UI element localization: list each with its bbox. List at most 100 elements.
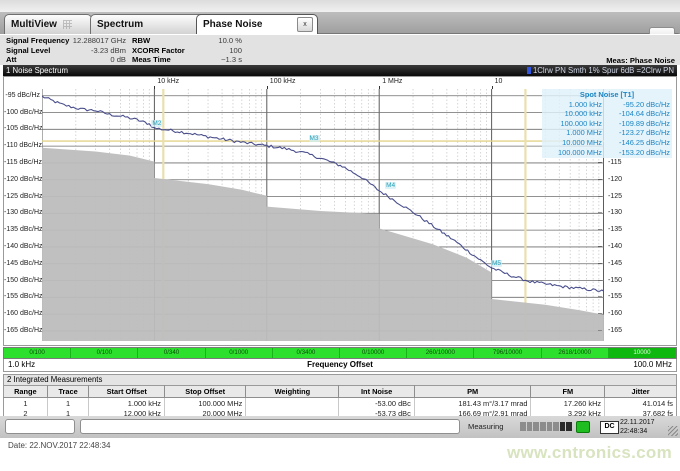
trace-info: 1Clrw PN Smth 1% Spur 6dB =2Clrw PN [526,65,674,76]
measurement-mode-label: Meas: Phase Noise [606,56,675,65]
parameter-header: Signal Frequency 12.288017 GHz Signal Le… [0,34,680,65]
table-cell-trace: 1 [47,397,90,408]
spot-noise-title: Spot Noise [T1] [579,90,635,99]
sweep-segment[interactable]: 10000 [608,348,677,358]
spot-noise-offset: 100.000 kHz [560,118,603,128]
sweep-segment[interactable]: 260/10000 [407,348,475,358]
y-axis-tick-label-right: -160 [608,310,623,318]
y-axis-tick-mark: – [598,242,602,250]
x-axis-stop-label: 100.0 MHz [633,360,672,369]
param-att[interactable]: Att 0 dB [6,55,126,65]
datetime-stamp: 22.11.2017 22:48:34 [620,419,655,436]
sweep-segment[interactable]: 0/100 [4,348,72,358]
table-row[interactable]: 2 1 12.000 kHz 20.000 MHz -53.73 dBc 166.69 m… [3,408,677,419]
tab-phase-noise-label: Phase Noise [203,19,263,30]
trace-marker[interactable]: M5 [490,259,502,267]
progress-bar [520,422,572,431]
spot-noise-value: -109.89 dBc/Hz [619,118,670,128]
status-field-left[interactable] [5,419,75,434]
tab-spectrum-label: Spectrum [97,19,144,30]
window-top-strip [0,0,680,14]
table-column-header: Weighting [245,385,340,398]
y-axis-tick-label: -125 dBc/Hz [4,192,43,200]
status-led-icon [576,421,590,433]
y-axis-tick-label-right: -150 [608,276,623,284]
table-column-header: Trace [47,385,90,398]
tab-phase-noise[interactable]: Phase Noise x [196,14,318,34]
y-axis-tick-label: -140 dBc/Hz [4,242,43,250]
param-xcorr-factor[interactable]: XCORR Factor 100 [132,46,242,56]
spot-noise-offset: 1.000 kHz [568,99,602,109]
param-value: 100 [229,45,242,55]
status-bar: Measuring DC 22.11.2017 22:48:34 [0,416,680,438]
y-axis-tick-label-right: -120 [608,175,623,183]
x-axis-decade-label: 10 kHz [157,78,180,85]
y-axis-tick-label: -110 dBc/Hz [4,142,42,150]
table-cell-range: 1 [3,397,48,408]
resize-grip-icon[interactable] [668,426,678,436]
y-axis-tick-mark: – [598,158,602,166]
y-axis-tick-label: -160 dBc/Hz [4,310,43,318]
status-date: 22.11.2017 [620,419,655,426]
param-signal-frequency[interactable]: Signal Frequency 12.288017 GHz [6,36,126,46]
param-rbw[interactable]: RBW 10.0 % [132,36,242,46]
table-cell-pm: 166.69 m°/2.91 mrad [414,408,532,419]
table-cell-fm: 17.260 kHz [530,397,606,408]
grid-icon [62,20,72,29]
status-time: 22:48:34 [620,427,648,435]
param-meas-time[interactable]: Meas Time ~1.3 s [132,55,242,65]
spot-noise-row: 10.000 MHz -146.25 dBc/Hz [544,138,670,148]
param-value: -3.23 dBm [90,45,126,55]
y-axis-tick-mark: – [598,276,602,284]
watermark: www.cntronics.com [506,443,672,462]
param-value: 0 dB [110,55,126,65]
x-axis-start-label: 1.0 kHz [8,360,36,369]
y-axis-tick-label: -95 dBc/Hz [5,91,40,99]
noise-spectrum-diagram[interactable]: -95 dBc/Hz -100 dBc/Hz -105 dBc/Hz -110 dBc… [3,76,677,346]
sweep-segment[interactable]: 2618/10000 [542,348,609,358]
table-cell-pm: 181.43 m°/3.17 mrad [414,397,532,408]
spot-noise-offset: 100.000 MHz [558,147,602,157]
y-axis-tick-label-right: -145 [608,259,623,267]
x-axis-decade-label: 100 kHz [269,78,296,85]
plot-area[interactable] [42,89,604,341]
tab-multiview[interactable]: MultiView [4,14,92,34]
status-message-field[interactable] [80,419,460,434]
sweep-segment[interactable]: 0/3400 [273,348,341,358]
spot-noise-row: 100.000 kHz -109.89 dBc/Hz [544,118,671,129]
table-row[interactable]: 1 1 1.000 kHz 100.000 MHz -53.00 dBc 181.43 m… [3,397,677,408]
spot-noise-row: 100.000 MHz -153.20 dBc/Hz [544,148,670,158]
sweep-segment-bar[interactable]: 0/100 0/100 0/340 0/1000 0/3400 0/10000 260/10… [3,347,677,359]
tab-phase-noise-close-icon[interactable]: x [297,17,313,32]
y-axis-tick-mark: – [598,192,602,200]
tab-multiview-label: MultiView [11,19,57,30]
y-axis-tick-label: -100 dBc/Hz [4,108,43,116]
param-value: 10.0 % [218,36,242,45]
trace-marker[interactable]: M3 [308,135,320,143]
x-axis-decade-label: 10 [494,78,503,85]
integrated-measurements-title: 2 Integrated Measurements [3,374,677,385]
table-cell-stop-offset: 20.000 MHz [164,408,247,419]
param-key: Att [6,55,17,65]
trace-marker[interactable]: M2 [151,120,163,128]
x-axis-decade-label: 1 MHz [382,78,403,85]
integrated-measurements-table[interactable]: Range Trace Start Offset Stop Offset Weighti… [3,385,677,419]
spot-noise-offset: 10.000 kHz [564,109,602,119]
sweep-segment[interactable]: 0/340 [138,348,206,358]
sweep-segment[interactable]: 0/100 [71,348,139,358]
table-header-row: Range Trace Start Offset Stop Offset Weighti… [3,385,677,398]
footer-date: Date: 22.NOV.2017 22:48:34 [8,441,111,450]
sweep-segment[interactable]: 0/1000 [206,348,273,358]
param-value: 12.288017 GHz [72,36,126,45]
sweep-segment[interactable]: 0/10000 [340,348,408,358]
param-signal-level[interactable]: Signal Level -3.23 dBm [6,46,126,56]
trace-marker[interactable]: M4 [385,182,397,190]
sweep-segment[interactable]: 796/10000 [474,348,542,358]
spot-noise-offset: 1.000 MHz [566,128,602,138]
table-cell-int-noise: -53.00 dBc [338,397,415,408]
y-axis-tick-label-right: -155 [608,293,623,301]
table-column-header: FM [530,385,606,398]
table-column-header: Jitter [604,385,677,398]
spot-noise-value: -123.27 dBc/Hz [619,128,670,138]
